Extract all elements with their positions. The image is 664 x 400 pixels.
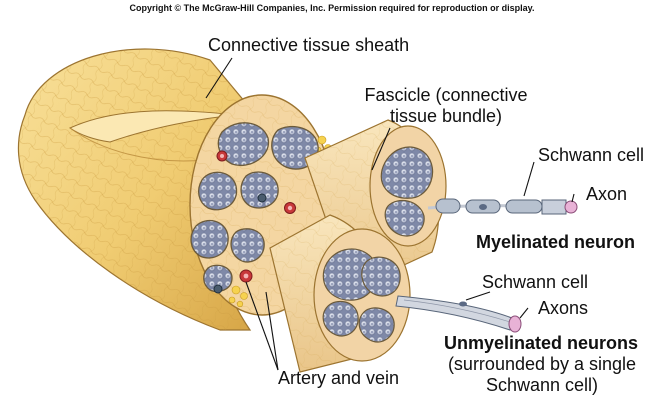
label-fascicle-line1: Fascicle (connective — [364, 85, 528, 105]
label-fascicle-line2: tissue bundle) — [389, 106, 503, 126]
fascicle-lower — [269, 214, 411, 373]
myelinated-neuron — [427, 198, 578, 215]
label-unmyelinated-note-line1: (surrounded by a single — [447, 354, 637, 374]
label-artery-and-vein: Artery and vein — [278, 368, 400, 388]
label-myelinated-neuron: Myelinated neuron — [476, 232, 636, 252]
label-axons: Axons — [538, 298, 589, 318]
copyright-notice: Copyright © The McGraw-Hill Companies, I… — [129, 3, 535, 13]
fascicle-sections — [190, 122, 319, 293]
label-unmyelinated-neurons: Unmyelinated neurons — [444, 333, 639, 353]
label-unmyelinated-note-line2: Schwann cell) — [485, 375, 599, 395]
label-connective-tissue-sheath: Connective tissue sheath — [208, 35, 410, 55]
label-axon: Axon — [586, 184, 628, 204]
label-schwann-cell-bottom: Schwann cell — [482, 272, 589, 292]
leader-lines — [205, 57, 575, 371]
label-schwann-cell-top: Schwann cell — [538, 145, 645, 165]
connective-tissue-sheath — [17, 48, 252, 331]
label-unmyelinated-note: (surrounded by a single Schwann cell) — [424, 354, 660, 396]
blood-vessels — [213, 150, 296, 294]
unmyelinated-neurons — [395, 295, 522, 333]
label-fascicle: Fascicle (connective tissue bundle) — [352, 85, 540, 127]
